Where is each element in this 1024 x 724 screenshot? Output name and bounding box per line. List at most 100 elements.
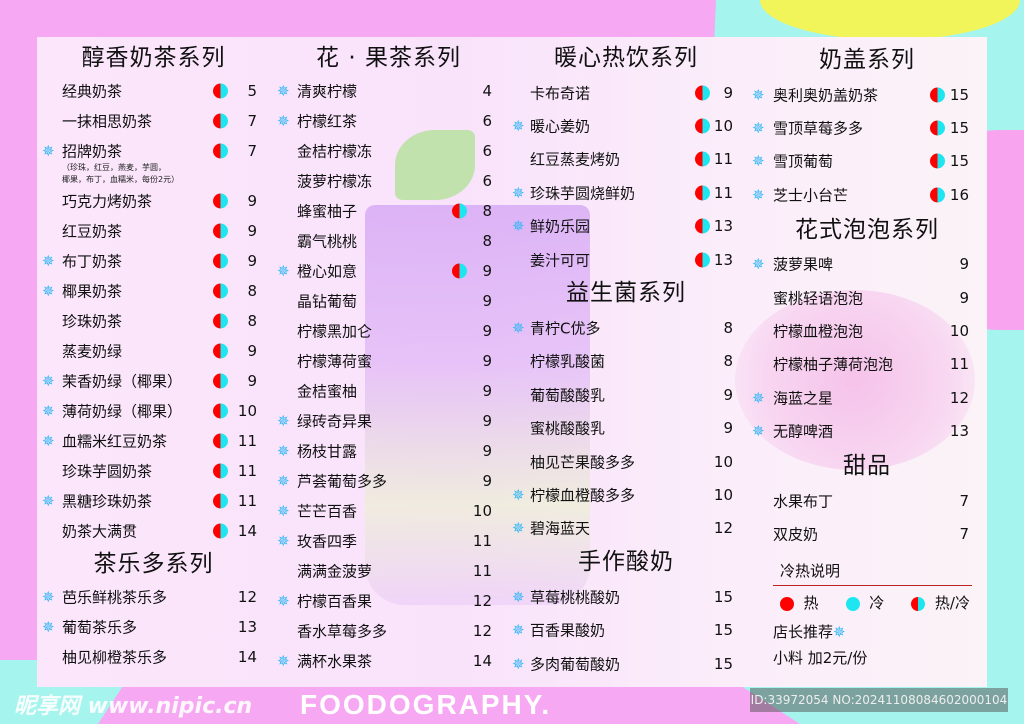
menu-item: ✵ 雪顶葡萄 15 (747, 145, 987, 178)
item-price: 10 (713, 117, 733, 136)
item-name: 黑糖珍珠奶茶 (62, 492, 153, 511)
item-price: 9 (482, 292, 492, 310)
item-price: 15 (713, 621, 733, 640)
menu-item: ✵ 橙心如意 9 (272, 256, 505, 286)
item-name: 奶茶大满贯 (62, 522, 138, 541)
menu-item: 一抹相思奶茶 7 (37, 106, 270, 136)
item-price: 9 (482, 472, 492, 490)
recommend-star-icon: ✵ (42, 142, 55, 160)
recommend-star-icon: ✵ (512, 519, 525, 538)
item-name: 布丁奶茶 (62, 252, 123, 271)
item-name: 绿砖奇异果 (297, 412, 373, 431)
hot-cold-dot-icon (695, 185, 710, 201)
recommend-star-icon: ✵ (512, 217, 525, 236)
item-name: 姜汁可可 (530, 251, 591, 270)
menu-item: ✵ 芦荟葡萄多多 9 (272, 466, 505, 496)
item-name: 暖心姜奶 (530, 117, 591, 136)
item-price: 10 (472, 502, 492, 520)
menu-item: 柠檬乳酸菌 8 (507, 345, 745, 378)
menu-item: ✵ 鲜奶乐园 13 (507, 210, 745, 243)
item-name: 碧海蓝天 (530, 519, 591, 538)
item-price: 8 (723, 319, 733, 338)
item-price: 7 (959, 491, 969, 510)
item-name: 薄荷奶绿（椰果） (62, 402, 183, 421)
item-price: 9 (723, 419, 733, 438)
item-name: 海蓝之星 (773, 389, 834, 408)
item-price: 16 (949, 185, 969, 204)
hot-cold-dot-icon (213, 493, 228, 509)
item-name: 青柠C优多 (530, 319, 601, 338)
item-name: 多肉葡萄酸奶 (530, 655, 621, 674)
item-name: 柠檬血橙酸多多 (530, 486, 636, 505)
item-price: 9 (247, 222, 257, 240)
menu-item: 红豆奶茶 9 (37, 216, 270, 246)
item-price: 10 (713, 452, 733, 471)
menu-column: 奶盖系列 ✵ 奥利奥奶盖奶茶 15 ✵ 雪顶草莓多多 15 ✵ 雪顶葡萄 15 ✵ 芝士小台芒 16 花式… (747, 42, 987, 551)
item-price: 8 (247, 312, 257, 330)
item-name: 菠萝柠檬冻 (297, 172, 373, 191)
recommend-star-icon: ✵ (277, 592, 290, 610)
item-price: 13 (949, 422, 969, 441)
recommend-star-icon: ✵ (752, 119, 765, 138)
item-price: 6 (482, 142, 492, 160)
item-name: 雪顶草莓多多 (773, 119, 864, 138)
hot-cold-dot-icon (452, 263, 467, 279)
item-name: 芦荟葡萄多多 (297, 472, 388, 491)
item-price: 13 (713, 217, 733, 236)
item-price: 11 (472, 532, 492, 550)
item-price: 9 (247, 342, 257, 360)
item-name: 蜂蜜柚子 (297, 202, 358, 221)
item-name: 柠檬柚子薄荷泡泡 (773, 355, 894, 374)
item-name: 葡萄茶乐多 (62, 618, 138, 637)
menu-item: ✵ 青柠C优多 8 (507, 311, 745, 344)
item-name: 茉香奶绿（椰果） (62, 372, 183, 391)
menu-item: ✵ 满杯水果茶 14 (272, 646, 505, 676)
menu-item: ✵ 茉香奶绿（椰果） 9 (37, 366, 270, 396)
item-name: 柠檬黑加仑 (297, 322, 373, 341)
item-price: 13 (713, 250, 733, 269)
item-price: 9 (959, 288, 969, 307)
item-name: 橙心如意 (297, 262, 358, 281)
item-price: 12 (472, 592, 492, 610)
menu-item: 珍珠芋圆奶茶 11 (37, 456, 270, 486)
item-name: 金桔柠檬冻 (297, 142, 373, 161)
recommend-star-icon: ✵ (752, 255, 765, 274)
item-name: 霸气桃桃 (297, 232, 358, 251)
hot-cold-dot-icon (213, 343, 228, 359)
recommend-star-icon: ✵ (277, 652, 290, 670)
item-name: 奥利奥奶盖奶茶 (773, 86, 879, 105)
hot-cold-dot-icon (930, 153, 945, 169)
recommend-star-icon: ✵ (277, 82, 290, 100)
item-price: 13 (237, 618, 257, 636)
menu-item: 红豆蒸麦烤奶 11 (507, 143, 745, 176)
hot-cold-dot-icon (695, 252, 710, 268)
item-name: 无醇啤酒 (773, 422, 834, 441)
menu-item: 柠檬血橙泡泡 10 (747, 314, 987, 347)
hot-cold-dot-icon (930, 87, 945, 103)
menu-item: 姜汁可可 13 (507, 243, 745, 276)
menu-item: 珍珠奶茶 8 (37, 306, 270, 336)
menu-column: 暖心热饮系列 卡布奇诺 9 ✵ 暖心姜奶 10 红豆蒸麦烤奶 11 ✵ 珍珠芋圆烧鲜奶 11 ✵ 鲜奶乐… (507, 40, 745, 680)
recommend-star-icon: ✵ (512, 485, 525, 504)
legend-hot: 热 (780, 592, 819, 613)
menu-item: 蒸麦奶绿 9 (37, 336, 270, 366)
section-title: 暖心热饮系列 (554, 45, 698, 71)
hot-cold-dot-icon (695, 218, 710, 234)
recommend-star-icon: ✵ (277, 262, 290, 280)
hot-cold-dot-icon (213, 143, 228, 159)
item-price: 9 (482, 352, 492, 370)
menu-item: ✵ 绿砖奇异果 9 (272, 406, 505, 436)
menu-item: 金桔柠檬冻 6 (272, 136, 505, 166)
legend-divider (773, 585, 972, 586)
menu-item: ✵ 暖心姜奶 10 (507, 109, 745, 142)
menu-item: 满满金菠萝 11 (272, 556, 505, 586)
mint-leaf-image (395, 130, 475, 200)
foodography-watermark: FOODOGRAPHY. (300, 689, 552, 720)
item-price: 10 (237, 402, 257, 420)
menu-item: 蜂蜜柚子 8 (272, 196, 505, 226)
item-price: 14 (472, 652, 492, 670)
item-price: 11 (713, 150, 733, 169)
menu-item: ✵ 多肉葡萄酸奶 15 (507, 647, 745, 680)
recommend-star-icon: ✵ (752, 85, 765, 104)
menu-item: 巧克力烤奶茶 9 (37, 186, 270, 216)
